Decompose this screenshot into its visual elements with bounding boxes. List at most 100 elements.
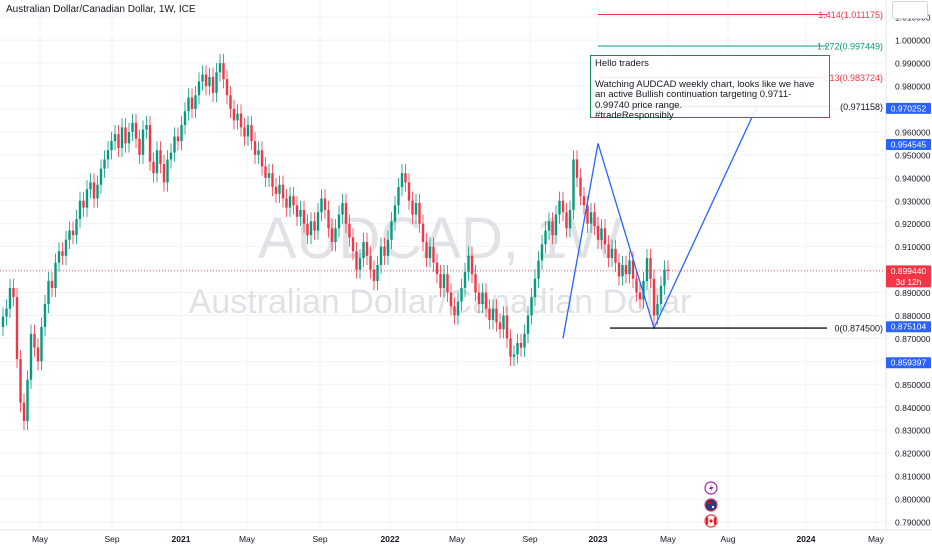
candle-body bbox=[201, 74, 204, 82]
y-tick-label: 0.930000 bbox=[895, 196, 931, 206]
candle-body bbox=[337, 214, 341, 229]
x-tick-label: Sep bbox=[312, 534, 327, 544]
candle-body bbox=[593, 212, 596, 226]
x-tick-label: May bbox=[868, 534, 885, 544]
candle-body bbox=[96, 184, 99, 199]
price-tag-label: 0.954545 bbox=[891, 139, 927, 149]
candle-body bbox=[547, 221, 551, 231]
candle-body bbox=[659, 285, 663, 305]
drawings[interactable] bbox=[562, 106, 758, 339]
candle-body bbox=[369, 255, 372, 270]
candle-body bbox=[169, 152, 173, 160]
candle-body bbox=[330, 228, 334, 243]
candle-body bbox=[558, 200, 561, 215]
x-tick-label: May bbox=[239, 534, 256, 544]
candle-body bbox=[624, 265, 628, 275]
symbol-header[interactable]: Australian Dollar/Canadian Dollar, 1W, I… bbox=[6, 4, 196, 15]
candle-body bbox=[505, 315, 509, 339]
watermark-name: Australian Dollar/Canadian Dollar bbox=[189, 283, 692, 321]
candle-body bbox=[323, 198, 327, 210]
candle-body bbox=[645, 258, 649, 282]
candle-body bbox=[544, 230, 547, 245]
candle-body bbox=[292, 196, 295, 206]
y-tick-label: 0.810000 bbox=[895, 472, 931, 482]
candle-body bbox=[470, 255, 474, 275]
candle-body bbox=[208, 76, 211, 87]
candle-body bbox=[281, 184, 285, 199]
candle-body bbox=[183, 111, 187, 126]
candle-body bbox=[341, 203, 344, 215]
candle-body bbox=[43, 304, 47, 327]
x-tick-label: 2024 bbox=[797, 534, 816, 544]
candle-body bbox=[344, 203, 348, 224]
candle-body bbox=[316, 212, 320, 231]
candle-body bbox=[376, 265, 379, 282]
y-tick-label: 0.830000 bbox=[895, 426, 931, 436]
y-tick-label: 0.800000 bbox=[895, 495, 931, 505]
candle-body bbox=[173, 136, 176, 153]
candle-body bbox=[15, 297, 19, 360]
lightning-icon[interactable] bbox=[704, 481, 718, 495]
y-tick-label: 0.950000 bbox=[895, 150, 931, 160]
price-tag-countdown: 3d 12h bbox=[896, 277, 922, 287]
y-tick-label: 0.790000 bbox=[895, 517, 931, 527]
price-tag-label: 0.899440 bbox=[891, 266, 927, 276]
candle-body bbox=[253, 141, 257, 155]
candle-body bbox=[110, 141, 113, 151]
candle-body bbox=[407, 182, 411, 201]
candle-body bbox=[229, 95, 232, 109]
candle-body bbox=[33, 333, 36, 348]
candle-body bbox=[460, 287, 463, 302]
time-axis[interactable]: May Sep 2021 May Sep 2022 May Sep 2023 May Aug 2024… bbox=[0, 529, 932, 544]
candle-body bbox=[530, 297, 533, 316]
candle-body bbox=[491, 308, 495, 321]
candle-body bbox=[638, 292, 642, 300]
abcd-projection-line[interactable] bbox=[562, 106, 758, 339]
candle-body bbox=[89, 182, 92, 190]
candle-body bbox=[600, 228, 603, 240]
toolbar-box[interactable] bbox=[892, 1, 928, 19]
candle-body bbox=[509, 338, 512, 357]
price-tag bbox=[886, 357, 931, 369]
candle-body bbox=[288, 196, 292, 208]
candle-body bbox=[488, 308, 491, 321]
candle-body bbox=[145, 125, 148, 130]
candle-body bbox=[75, 219, 78, 236]
candle-body bbox=[365, 242, 369, 256]
candle-body bbox=[596, 225, 600, 240]
trade-note[interactable]: Hello traders Watching AUDCAD weekly cha… bbox=[590, 55, 830, 121]
australia-flag-icon[interactable] bbox=[704, 498, 718, 512]
y-tick-label: 0.920000 bbox=[895, 219, 931, 229]
candle-body bbox=[1, 316, 5, 327]
candle-body bbox=[358, 258, 362, 270]
candle-body bbox=[71, 230, 75, 236]
candle-body bbox=[397, 186, 400, 206]
note-body: Watching AUDCAD weekly chart, looks like… bbox=[595, 78, 815, 111]
canada-flag-icon[interactable] bbox=[704, 514, 718, 528]
candle-body bbox=[295, 205, 299, 217]
candle-body bbox=[421, 223, 425, 243]
candle-body bbox=[418, 203, 421, 224]
candle-body bbox=[99, 168, 103, 185]
event-icons[interactable] bbox=[704, 481, 718, 528]
candle-body bbox=[257, 150, 260, 155]
candle-body bbox=[526, 315, 530, 334]
candle-body bbox=[218, 63, 222, 73]
candle-body bbox=[589, 212, 593, 224]
candle-body bbox=[481, 292, 484, 305]
candle-body bbox=[446, 274, 449, 293]
candle-body bbox=[82, 200, 85, 208]
y-tick-label: 0.960000 bbox=[895, 127, 931, 137]
candle-body bbox=[162, 164, 166, 183]
candles bbox=[0, 53, 885, 431]
candle-body bbox=[267, 173, 271, 178]
candle-body bbox=[313, 221, 316, 231]
candle-body bbox=[617, 262, 621, 277]
candle-body bbox=[628, 260, 631, 275]
candle-body bbox=[516, 343, 519, 355]
fib-level-label: (0.971158) bbox=[840, 102, 883, 112]
x-tick-label: 2023 bbox=[589, 534, 608, 544]
candle-body bbox=[432, 246, 435, 263]
candle-body bbox=[393, 205, 397, 222]
